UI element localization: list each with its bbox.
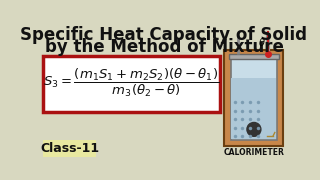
Text: $S_3 = \dfrac{(m_1S_1 + m_2S_2)(\theta - \theta_1)}{m_3(\theta_2 - \theta)}$: $S_3 = \dfrac{(m_1S_1 + m_2S_2)(\theta -… — [43, 66, 220, 99]
Text: by the Method of Mixture: by the Method of Mixture — [44, 38, 284, 56]
FancyBboxPatch shape — [43, 56, 220, 112]
FancyBboxPatch shape — [229, 54, 279, 59]
FancyBboxPatch shape — [224, 50, 283, 146]
Text: Class-11: Class-11 — [40, 142, 99, 155]
FancyBboxPatch shape — [231, 78, 276, 139]
Text: $\theta$: $\theta$ — [258, 36, 266, 48]
Text: CALORIMETER: CALORIMETER — [223, 148, 284, 157]
FancyBboxPatch shape — [43, 140, 96, 157]
FancyBboxPatch shape — [231, 59, 277, 140]
Text: Specific Heat Capacity of Solid: Specific Heat Capacity of Solid — [20, 26, 308, 44]
Circle shape — [247, 122, 261, 136]
